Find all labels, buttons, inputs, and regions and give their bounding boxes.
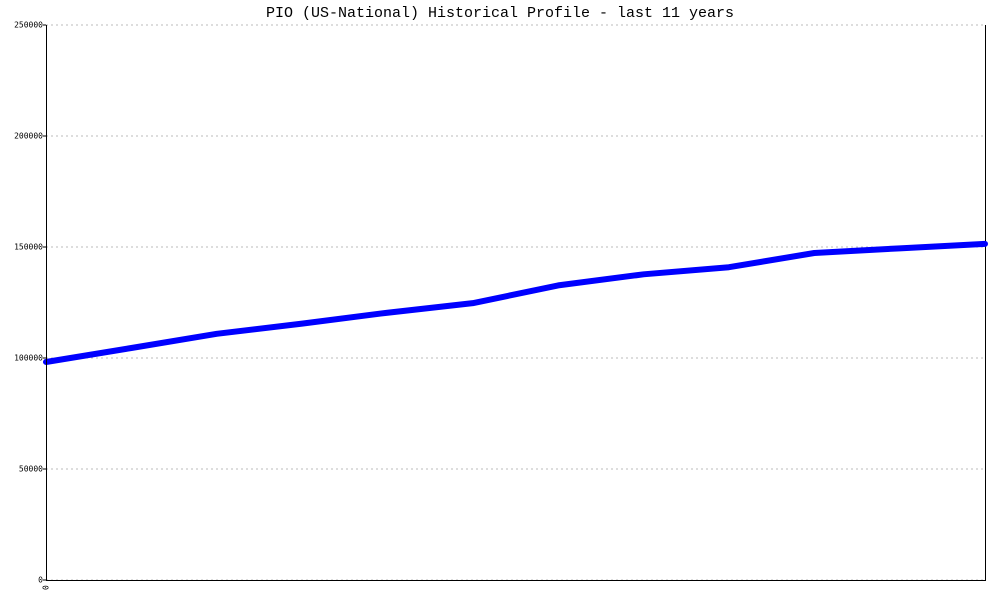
y-tick-label: 0 bbox=[38, 576, 43, 585]
plot bbox=[43, 240, 988, 365]
chart-title: PIO (US-National) Historical Profile - l… bbox=[266, 5, 734, 22]
x-tick-label: 0 bbox=[42, 585, 51, 590]
data-line bbox=[43, 240, 988, 365]
y-tick-label: 150000 bbox=[14, 243, 43, 252]
y-tick-label: 200000 bbox=[14, 132, 43, 141]
y-tick-label: 50000 bbox=[19, 465, 43, 474]
y-tick-label: 100000 bbox=[14, 354, 43, 363]
y-tick-label: 250000 bbox=[14, 21, 43, 30]
